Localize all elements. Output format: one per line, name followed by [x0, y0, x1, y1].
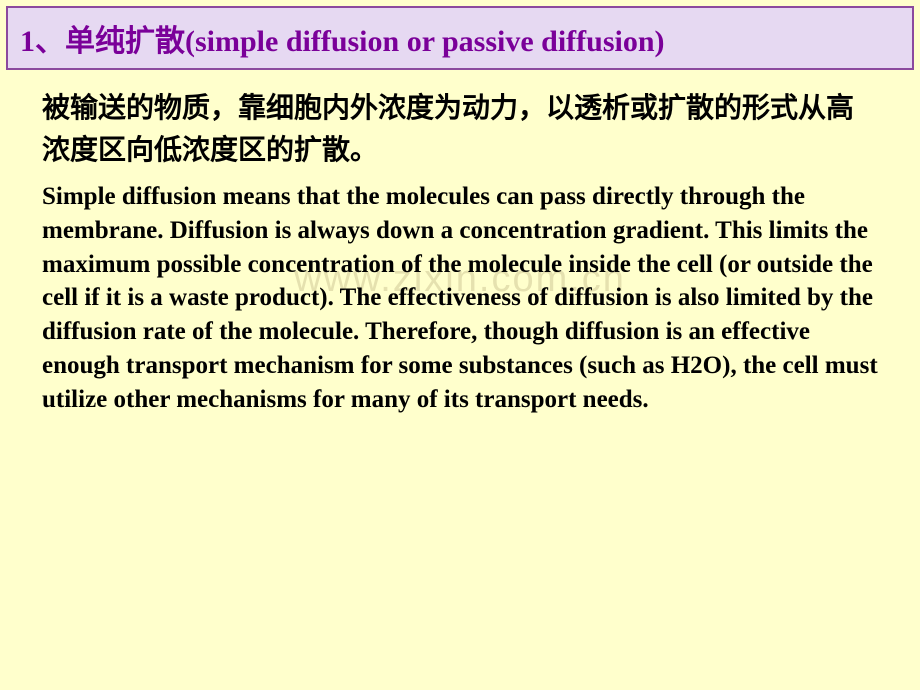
slide-title: 1、单纯扩散(simple diffusion or passive diffu… — [20, 16, 900, 60]
slide-content: 被输送的物质，靠细胞内外浓度为动力，以透析或扩散的形式从高浓度区向低浓度区的扩散… — [6, 88, 914, 416]
slide: 1、单纯扩散(simple diffusion or passive diffu… — [0, 0, 920, 690]
title-box: 1、单纯扩散(simple diffusion or passive diffu… — [6, 6, 914, 70]
chinese-body-text: 被输送的物质，靠细胞内外浓度为动力，以透析或扩散的形式从高浓度区向低浓度区的扩散… — [42, 88, 878, 172]
english-body-text: Simple diffusion means that the molecule… — [42, 180, 878, 416]
